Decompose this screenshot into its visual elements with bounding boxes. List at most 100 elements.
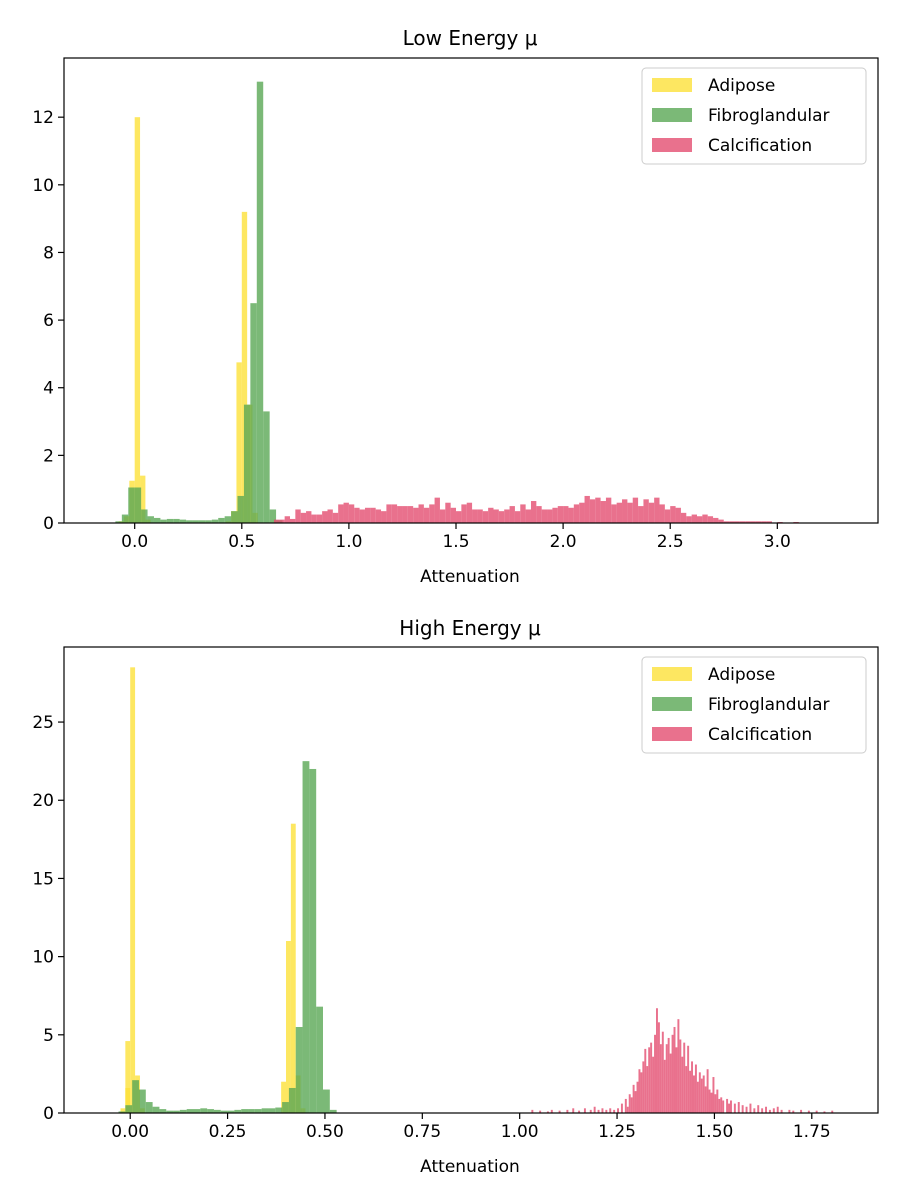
histogram-bar xyxy=(734,521,740,523)
histogram-bar xyxy=(788,1109,791,1113)
histogram-bar xyxy=(716,1089,719,1113)
histogram-bar xyxy=(552,507,558,523)
x-tick-label: 1.5 xyxy=(442,532,469,552)
histogram-bar xyxy=(300,512,307,523)
histogram-bar xyxy=(661,1031,664,1113)
histogram-bar xyxy=(718,1098,721,1113)
histogram-bar xyxy=(477,509,483,523)
histogram-bar xyxy=(250,303,257,523)
histogram-bar xyxy=(578,1110,581,1113)
histogram-bar xyxy=(279,519,285,523)
histogram-bar xyxy=(683,1042,686,1113)
x-tick-label: 1.75 xyxy=(793,1122,831,1142)
histogram-bar xyxy=(115,521,122,523)
histogram-bar xyxy=(309,768,317,1113)
histogram-bar xyxy=(755,521,762,523)
x-tick-label: 0.0 xyxy=(121,532,148,552)
histogram-bar xyxy=(295,1026,303,1113)
histogram-bar xyxy=(520,504,526,523)
histogram-bar xyxy=(198,520,206,523)
x-tick-label: 0.00 xyxy=(111,1122,149,1142)
histogram-bar xyxy=(768,1109,771,1113)
histogram-bar xyxy=(704,1086,707,1113)
histogram-bar xyxy=(648,502,655,523)
histogram-bar xyxy=(243,404,251,523)
histogram-bar xyxy=(439,509,446,523)
histogram-bar xyxy=(125,1105,133,1113)
histogram-bar xyxy=(557,506,564,523)
histogram-bar xyxy=(536,506,542,523)
legend-swatch xyxy=(652,108,692,122)
y-tick-label: 5 xyxy=(43,1026,54,1046)
histogram-bar xyxy=(654,497,660,523)
histogram-bar xyxy=(531,1109,534,1113)
y-tick-label: 10 xyxy=(32,948,54,968)
x-tick-label: 3.0 xyxy=(764,532,791,552)
histogram-bar xyxy=(652,1056,655,1113)
histogram-bars xyxy=(115,81,799,524)
histogram-bar xyxy=(386,504,392,523)
legend-swatch xyxy=(652,78,692,92)
histogram-bar xyxy=(718,519,724,523)
histogram-bar xyxy=(712,1077,715,1113)
legend-swatch xyxy=(652,727,692,741)
histogram-bar xyxy=(152,1106,160,1113)
histogram-bar xyxy=(153,517,161,523)
histogram-bar xyxy=(338,504,344,523)
histogram-bar xyxy=(638,1069,641,1113)
histogram-bar xyxy=(722,1100,725,1113)
histogram-bar xyxy=(461,504,467,523)
histogram-bar xyxy=(125,1041,131,1113)
histogram-bar xyxy=(696,516,703,523)
x-tick-label: 1.50 xyxy=(695,1122,733,1142)
histogram-bar xyxy=(627,502,633,523)
histogram-bar xyxy=(831,1110,834,1113)
histogram-bar xyxy=(306,511,312,523)
x-tick-label: 0.50 xyxy=(306,1122,344,1142)
histogram-bar xyxy=(646,1066,649,1113)
histogram-bar xyxy=(616,502,623,523)
histogram-bar xyxy=(636,1081,639,1113)
histogram-bar xyxy=(720,1097,723,1113)
histogram-bar xyxy=(726,1098,729,1113)
legend-box xyxy=(641,656,867,754)
histogram-bar xyxy=(750,521,756,523)
histogram-bar xyxy=(729,521,735,523)
histogram-bar xyxy=(680,512,687,523)
histogram-bar xyxy=(708,1089,711,1113)
histogram-bar xyxy=(600,501,606,523)
histogram-bar xyxy=(632,497,639,523)
histogram-bar xyxy=(749,1103,752,1113)
plot-frame xyxy=(63,646,879,1114)
histogram-bar xyxy=(654,1034,656,1113)
x-tick-label: 2.0 xyxy=(550,532,577,552)
histogram-bar xyxy=(550,1109,553,1113)
y-tick-label: 0 xyxy=(43,1104,54,1124)
legend-label: Adipose xyxy=(708,76,775,96)
histogram-bar xyxy=(595,497,601,523)
histogram-bar xyxy=(456,511,462,523)
histogram-bar xyxy=(128,487,135,523)
histogram-bar xyxy=(673,1026,676,1113)
x-tick-label: 1.00 xyxy=(501,1122,539,1142)
histogram-bar xyxy=(269,509,277,523)
histogram-bar xyxy=(192,520,199,523)
histogram-bar xyxy=(423,507,430,523)
histogram-bar xyxy=(539,1110,542,1113)
histogram-bar xyxy=(650,1042,653,1113)
histogram-bar xyxy=(186,520,193,523)
histogram-bar xyxy=(134,117,141,524)
x-tick-label: 0.25 xyxy=(209,1122,247,1142)
legend-swatch xyxy=(652,667,692,681)
histogram-bar xyxy=(757,1105,760,1113)
histogram-bar xyxy=(675,1047,678,1113)
histogram-bar xyxy=(141,509,148,523)
histogram-bar xyxy=(707,516,714,523)
histogram-bar xyxy=(205,520,212,523)
histogram-bar xyxy=(138,1089,146,1113)
histogram-bar xyxy=(745,1106,748,1113)
histogram-bar xyxy=(638,506,644,523)
histogram-bar xyxy=(179,1109,187,1113)
histogram-bar xyxy=(311,514,317,523)
histogram-bar xyxy=(391,504,398,523)
